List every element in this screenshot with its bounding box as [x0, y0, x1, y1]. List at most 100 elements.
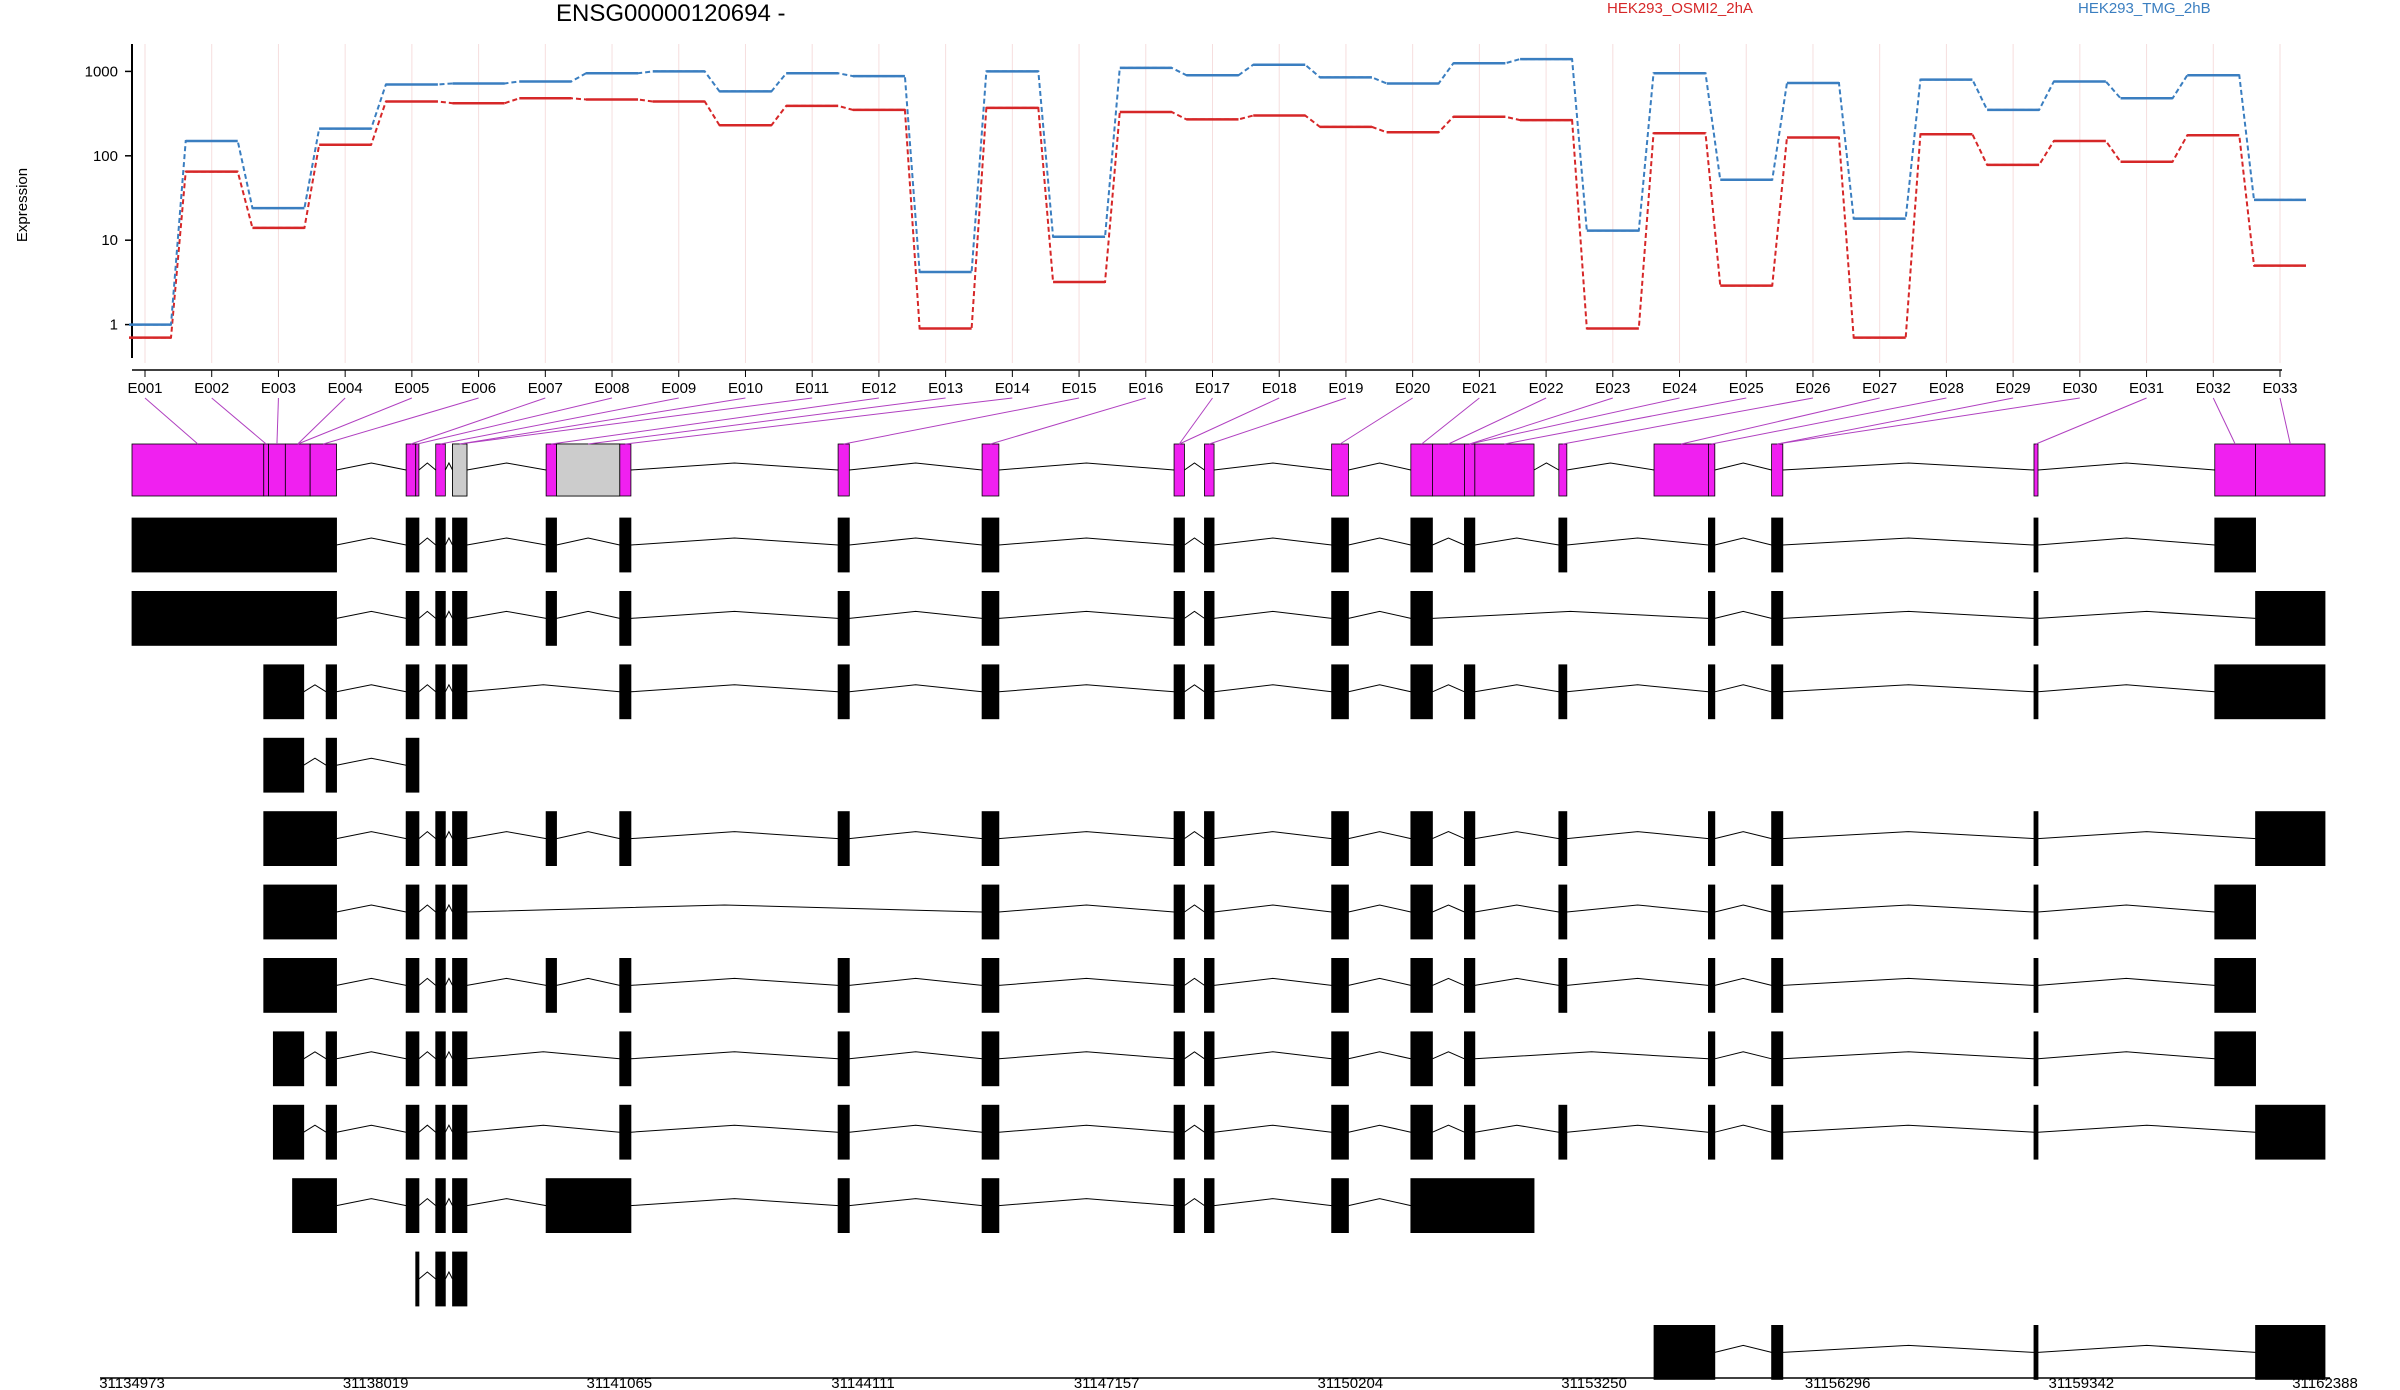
gene-model-exon — [263, 443, 269, 497]
exon-connector — [1504, 397, 1747, 445]
transcript-9-exon — [452, 1104, 468, 1160]
transcript-8-intron — [998, 1051, 1175, 1060]
x-tick-label: E021 — [1462, 380, 1497, 397]
transcript-2-exon — [1708, 591, 1716, 646]
transcript-5-exon — [545, 811, 557, 866]
gene-model-exon — [1173, 443, 1185, 497]
transcript-1-intron — [1782, 537, 2035, 546]
gene-model-intron — [1184, 462, 1205, 471]
transcript-7-exon — [452, 958, 468, 1013]
transcript-1-intron — [418, 537, 437, 546]
transcript-7-exon — [405, 958, 420, 1013]
transcript-3-intron — [303, 684, 327, 693]
transcript-6-exon — [1558, 884, 1568, 940]
transcript-9-intron — [444, 1124, 453, 1133]
transcript-5-intron — [1474, 831, 1559, 840]
transcript-8-intron — [2037, 1051, 2215, 1060]
x-tick-label: E016 — [1128, 380, 1163, 397]
transcript-1-intron — [1214, 537, 1332, 546]
exon-connector — [1179, 397, 1280, 445]
exon-connector — [1178, 397, 1213, 445]
exon-connector — [1339, 397, 1413, 445]
transcript-7-exon — [1464, 958, 1476, 1013]
transcript-3-exon — [452, 664, 468, 720]
transcript-9-exon — [1464, 1104, 1476, 1160]
transcript-2-intron — [418, 610, 437, 619]
transcript-1-exon — [545, 517, 557, 573]
transcript-3-intron — [444, 683, 453, 693]
transcript-1-exon — [981, 517, 1000, 573]
transcript-2-intron — [2037, 610, 2256, 619]
transcript-5-exon — [1558, 811, 1568, 866]
transcript-10-intron — [444, 1197, 453, 1206]
transcript-9-intron — [418, 1124, 437, 1133]
exon-connector — [440, 397, 679, 445]
transcript-5-intron — [2037, 831, 2256, 840]
transcript-1-intron — [1184, 537, 1205, 546]
transcript-4-exon — [405, 737, 420, 793]
transcript-8-exon — [619, 1031, 632, 1087]
y-tick-label: 100 — [93, 148, 118, 165]
transcript-7-intron — [444, 977, 453, 986]
transcript-9-exon — [272, 1104, 305, 1160]
transcript-1-exon — [131, 517, 337, 573]
transcript-7-intron — [1474, 977, 1559, 986]
transcript-3-exon — [2033, 664, 2039, 720]
transcript-6-intron — [998, 904, 1175, 913]
x-tick-label: E004 — [328, 380, 363, 397]
transcript-5-intron — [1432, 831, 1465, 840]
transcript-7-exon — [263, 958, 337, 1013]
x-tick-label: E008 — [595, 380, 630, 397]
transcript-10-exon — [1173, 1178, 1185, 1233]
transcript-6-intron — [418, 904, 437, 913]
transcript-7-intron — [1782, 977, 2035, 986]
transcript-3-exon — [1410, 664, 1433, 720]
transcript-7-exon — [1173, 958, 1185, 1013]
transcript-4-intron — [303, 757, 327, 766]
transcript-3-exon — [1173, 664, 1185, 720]
gene-model-grey-block — [556, 443, 621, 497]
gene-model-exon — [2255, 443, 2326, 497]
transcript-8-exon — [837, 1031, 850, 1087]
transcript-9-intron — [1474, 1124, 1559, 1133]
x-tick-label: E033 — [2262, 380, 2297, 397]
transcript-1-intron — [849, 537, 983, 546]
x-tick-label: E017 — [1195, 380, 1230, 397]
transcript-6-intron — [444, 903, 453, 913]
x-tick-label: E028 — [1929, 380, 1964, 397]
transcript-1-exon — [837, 517, 850, 573]
transcript-2-intron — [630, 610, 839, 619]
transcript-6-exon — [981, 884, 1000, 940]
transcript-2-intron — [466, 610, 547, 619]
transcript-3-intron — [336, 684, 407, 693]
transcript-5-intron — [556, 831, 620, 840]
transcript-9-intron — [1348, 1124, 1411, 1133]
genome-tick-label: 31147157 — [1074, 1375, 1140, 1390]
transcript-8-exon — [2214, 1031, 2256, 1087]
exon-connector — [1209, 397, 1347, 445]
transcript-2-intron — [336, 610, 407, 619]
gene-model-exon — [619, 443, 632, 497]
transcript-3-exon — [1771, 664, 1784, 720]
transcript-9-exon — [1331, 1104, 1349, 1160]
gene-model-exon — [415, 443, 420, 497]
exon-connector — [1448, 397, 1547, 445]
transcript-2-intron — [1782, 610, 2035, 619]
transcript-1-intron — [556, 537, 620, 546]
exon-connector — [1777, 397, 2014, 445]
transcript-2-exon — [405, 591, 420, 646]
transcript-5-exon — [2033, 811, 2039, 866]
transcript-9-intron — [1184, 1124, 1205, 1133]
genome-tick-label: 31156296 — [1805, 1375, 1871, 1390]
transcript-8-exon — [1464, 1031, 1476, 1087]
transcript-1-exon — [1173, 517, 1185, 573]
gene-model-intron — [1566, 462, 1655, 471]
transcript-9-exon — [1771, 1104, 1784, 1160]
gene-model-exon — [1410, 443, 1433, 497]
transcript-5-intron — [1566, 831, 1709, 840]
transcript-5-intron — [466, 831, 547, 840]
gene-model-grey-block — [452, 443, 468, 497]
transcript-6-intron — [1474, 904, 1559, 913]
transcript-2-intron — [1348, 610, 1411, 619]
transcript-7-intron — [556, 977, 620, 986]
